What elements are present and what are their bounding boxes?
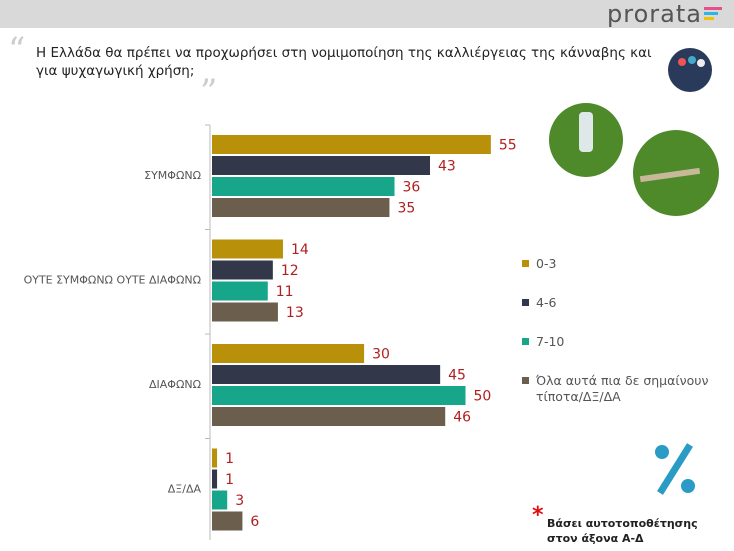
value-label: 3 [235, 493, 244, 509]
quote-mark: ” [200, 72, 217, 112]
bar [212, 302, 278, 322]
bar [212, 407, 446, 426]
legend-label: Όλα αυτά πια δε σημαίνουν τίποτα/ΔΞ/ΔΑ [536, 373, 709, 404]
brand: prorata [607, 0, 702, 28]
legend-swatch [522, 377, 529, 384]
value-label: 6 [250, 514, 259, 530]
category-label: ΣΥΜΦΩΝΩ [144, 169, 201, 182]
logo-stripe [704, 17, 714, 20]
bar [212, 177, 395, 196]
value-label: 43 [438, 159, 456, 175]
value-label: 45 [448, 368, 466, 384]
bar [212, 156, 431, 175]
bar [212, 365, 441, 384]
value-label: 1 [225, 472, 234, 488]
header-band [0, 0, 734, 28]
bar [212, 198, 390, 217]
logo-stripe [704, 7, 722, 10]
value-label: 55 [499, 138, 517, 154]
category-label: ΔΙΑΦΩΝΩ [149, 378, 201, 391]
legend-label: 7-10 [536, 334, 565, 349]
bar [212, 469, 218, 489]
value-label: 35 [397, 201, 415, 217]
category-label: ΟΥΤΕ ΣΥΜΦΩΝΩ ΟΥΤΕ ΔΙΑΦΩΝΩ [24, 274, 201, 287]
percent-icon [657, 443, 693, 495]
value-label: 1 [225, 451, 234, 467]
percent-icon [681, 479, 695, 493]
bar [212, 281, 268, 301]
value-label: 30 [372, 347, 390, 363]
legend-label: 0-3 [536, 256, 557, 271]
people-icon [678, 58, 686, 66]
value-label: 12 [281, 263, 299, 279]
bar [212, 260, 273, 280]
value-label: 13 [286, 305, 304, 321]
bar [212, 135, 491, 154]
bar [212, 511, 243, 531]
bong-icon [579, 112, 593, 152]
footnote: Βάσει αυτοτοποθέτησης στον άξονα Α-Δ [547, 517, 698, 545]
value-label: 11 [276, 284, 294, 300]
bar [212, 239, 283, 259]
joint-icon [639, 167, 701, 183]
bar [212, 448, 218, 468]
percent-icon [655, 443, 695, 495]
footnote-star: * [532, 503, 544, 528]
logo-stripe [704, 12, 718, 15]
quote-mark: “ [8, 30, 25, 70]
category-label: ΔΞ/ΔΑ [168, 483, 202, 496]
value-label: 14 [291, 242, 309, 258]
legend-label: 4-6 [536, 295, 557, 310]
legend-swatch [522, 260, 529, 267]
bar [212, 344, 365, 363]
chart-title: Η Ελλάδα θα πρέπει να προχωρήσει στη νομ… [36, 45, 652, 79]
bar [212, 386, 466, 405]
people-icon [697, 59, 705, 67]
value-label: 46 [453, 410, 471, 426]
legend-swatch [522, 338, 529, 345]
value-label: 50 [474, 389, 492, 405]
bar [212, 490, 228, 510]
legend-swatch [522, 299, 529, 306]
people-icon [688, 56, 696, 64]
people-icon [668, 48, 712, 92]
percent-icon [655, 445, 669, 459]
value-label: 36 [403, 180, 421, 196]
